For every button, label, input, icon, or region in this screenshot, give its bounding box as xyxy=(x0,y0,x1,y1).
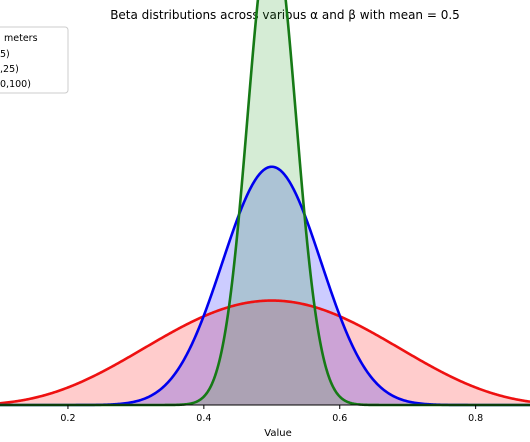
series-line-0 xyxy=(0,299,530,405)
series-fill-1 xyxy=(0,166,530,405)
legend-title: meters xyxy=(4,33,38,44)
legend-entries: 5) ,25) 0,100) xyxy=(0,49,31,90)
x-axis-label: Value xyxy=(264,428,291,439)
chart-title: Beta distributions across various α and … xyxy=(110,8,460,22)
series-fills xyxy=(0,0,530,405)
legend: meters 5) ,25) 0,100) xyxy=(0,26,69,94)
legend-entry-2: 0,100) xyxy=(0,79,31,90)
legend-entry-1: ,25) xyxy=(0,64,19,75)
x-tick-label-2: 0.6 xyxy=(332,413,347,424)
series-fill-2 xyxy=(0,0,530,405)
legend-box xyxy=(0,26,69,94)
legend-entry-0: 5) xyxy=(0,49,10,60)
x-tick-label-1: 0.4 xyxy=(196,413,211,424)
series-fill-0 xyxy=(0,300,530,405)
x-tick-label-3: 0.8 xyxy=(468,413,483,424)
x-tick-label-0: 0.2 xyxy=(60,413,75,424)
x-ticks: 0.2 0.4 0.6 0.8 xyxy=(60,405,483,424)
